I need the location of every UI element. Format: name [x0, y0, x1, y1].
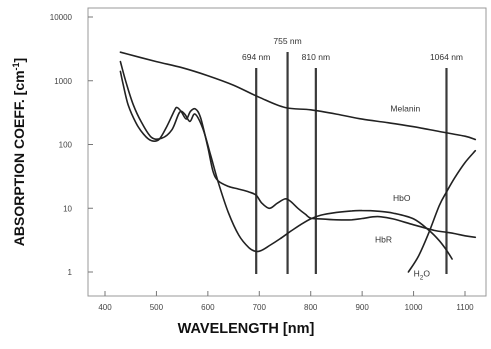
curve-label-text: H [414, 268, 420, 278]
curve-label-h2o: H2O [414, 268, 431, 281]
marker-label-810: 810 nm [302, 52, 330, 62]
y-tick-label: 100 [59, 141, 73, 150]
marker-label-1064: 1064 nm [430, 52, 463, 62]
curve-label-subscript: 2 [420, 274, 424, 281]
curve-label-rest: O [423, 268, 430, 278]
y-axis-title: ABSORPTION COEFF. [cm-1] [11, 58, 27, 246]
x-axis-title: WAVELENGTH [nm] [178, 321, 315, 337]
curve-melanin [119, 51, 477, 141]
x-tick-label: 700 [253, 303, 267, 312]
x-tick-label: 1000 [405, 303, 423, 312]
x-tick-label: 900 [355, 303, 369, 312]
x-tick-label: 400 [98, 303, 112, 312]
y-axis-ticks: 1 10 100 1000 10000 [50, 13, 93, 277]
curve-label-melanin: Melanin [390, 103, 420, 113]
curve-label-hbo: HbO [393, 193, 411, 203]
y-axis-title-close: ] [11, 58, 27, 63]
x-tick-label: 500 [150, 303, 164, 312]
curve-label-hbr: HbR [375, 235, 392, 245]
x-tick-label: 800 [304, 303, 318, 312]
y-tick-label: 1 [68, 268, 73, 277]
plot-frame [87, 7, 487, 297]
marker-label-755: 755 nm [273, 36, 301, 46]
y-tick-label: 10 [63, 204, 72, 213]
y-tick-label: 10000 [50, 13, 73, 22]
y-axis-title-main: ABSORPTION COEFF. [cm [11, 70, 27, 246]
absorption-curves [119, 51, 477, 273]
y-axis-title-exponent: -1 [11, 62, 21, 70]
curve-h2o [407, 149, 477, 273]
curve-hbo [119, 70, 477, 239]
curve-hbr [119, 60, 453, 260]
x-tick-label: 600 [201, 303, 215, 312]
y-tick-label: 1000 [54, 77, 72, 86]
marker-label-694: 694 nm [242, 52, 270, 62]
x-axis-ticks: 400 500 600 700 800 900 1000 1100 [98, 291, 474, 312]
x-tick-label: 1100 [456, 303, 474, 312]
curve-labels: Melanin HbO HbR H2O [375, 103, 430, 281]
